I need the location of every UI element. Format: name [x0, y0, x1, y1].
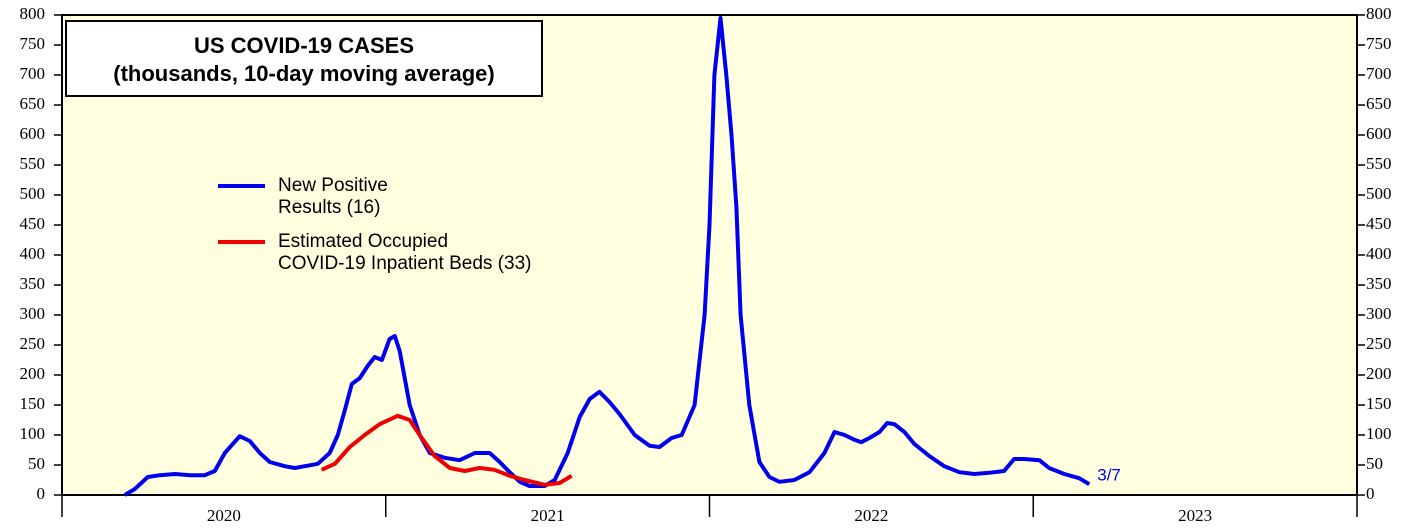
y2-tick-label: 250	[1366, 334, 1392, 353]
y-tick-label: 0	[37, 484, 46, 503]
y2-tick-label: 500	[1366, 184, 1392, 203]
y2-tick-label: 600	[1366, 124, 1392, 143]
y2-tick-label: 650	[1366, 94, 1392, 113]
annotation: 3/7	[1097, 466, 1121, 485]
title-box: US COVID-19 CASES (thousands, 10-day mov…	[65, 20, 543, 97]
y-tick-label: 750	[20, 34, 46, 53]
data-line	[123, 16, 1091, 497]
y-tick-label: 500	[20, 184, 46, 203]
y2-tick-label: 200	[1366, 364, 1392, 383]
legend-label: New Positive Results (16)	[278, 175, 388, 218]
y-tick-label: 650	[20, 94, 46, 113]
y-tick-label: 50	[28, 454, 45, 473]
y-tick-label: 400	[20, 244, 46, 263]
y2-tick-label: 300	[1366, 304, 1392, 323]
legend-label: Estimated Occupied COVID-19 Inpatient Be…	[278, 231, 532, 274]
y2-tick-label: 50	[1366, 454, 1383, 473]
x-category-label: 2021	[531, 506, 565, 525]
y-tick-label: 100	[20, 424, 46, 443]
chart-title: US COVID-19 CASES	[193, 33, 415, 58]
y2-tick-label: 0	[1366, 484, 1375, 503]
y2-tick-label: 550	[1366, 154, 1392, 173]
y-tick-label: 350	[20, 274, 46, 293]
y-tick-label: 450	[20, 214, 46, 233]
y2-tick-label: 100	[1366, 424, 1392, 443]
y2-tick-label: 350	[1366, 274, 1392, 293]
y-tick-label: 250	[20, 334, 46, 353]
y2-tick-label: 450	[1366, 214, 1392, 233]
y-tick-label: 700	[20, 64, 46, 83]
x-category-label: 2022	[854, 506, 888, 525]
y2-tick-label: 800	[1366, 4, 1392, 23]
y-tick-label: 800	[20, 4, 46, 23]
y-tick-label: 600	[20, 124, 46, 143]
y2-tick-label: 150	[1366, 394, 1392, 413]
y-tick-label: 550	[20, 154, 46, 173]
y2-tick-label: 750	[1366, 34, 1392, 53]
x-category-label: 2020	[207, 506, 241, 525]
y2-tick-label: 700	[1366, 64, 1392, 83]
chart-subtitle: (thousands, 10-day moving average)	[113, 61, 495, 86]
y-tick-label: 150	[20, 394, 46, 413]
x-category-label: 2023	[1178, 506, 1212, 525]
y-tick-label: 300	[20, 304, 46, 323]
y2-tick-label: 400	[1366, 244, 1392, 263]
y-tick-label: 200	[20, 364, 46, 383]
data-line	[320, 413, 573, 487]
